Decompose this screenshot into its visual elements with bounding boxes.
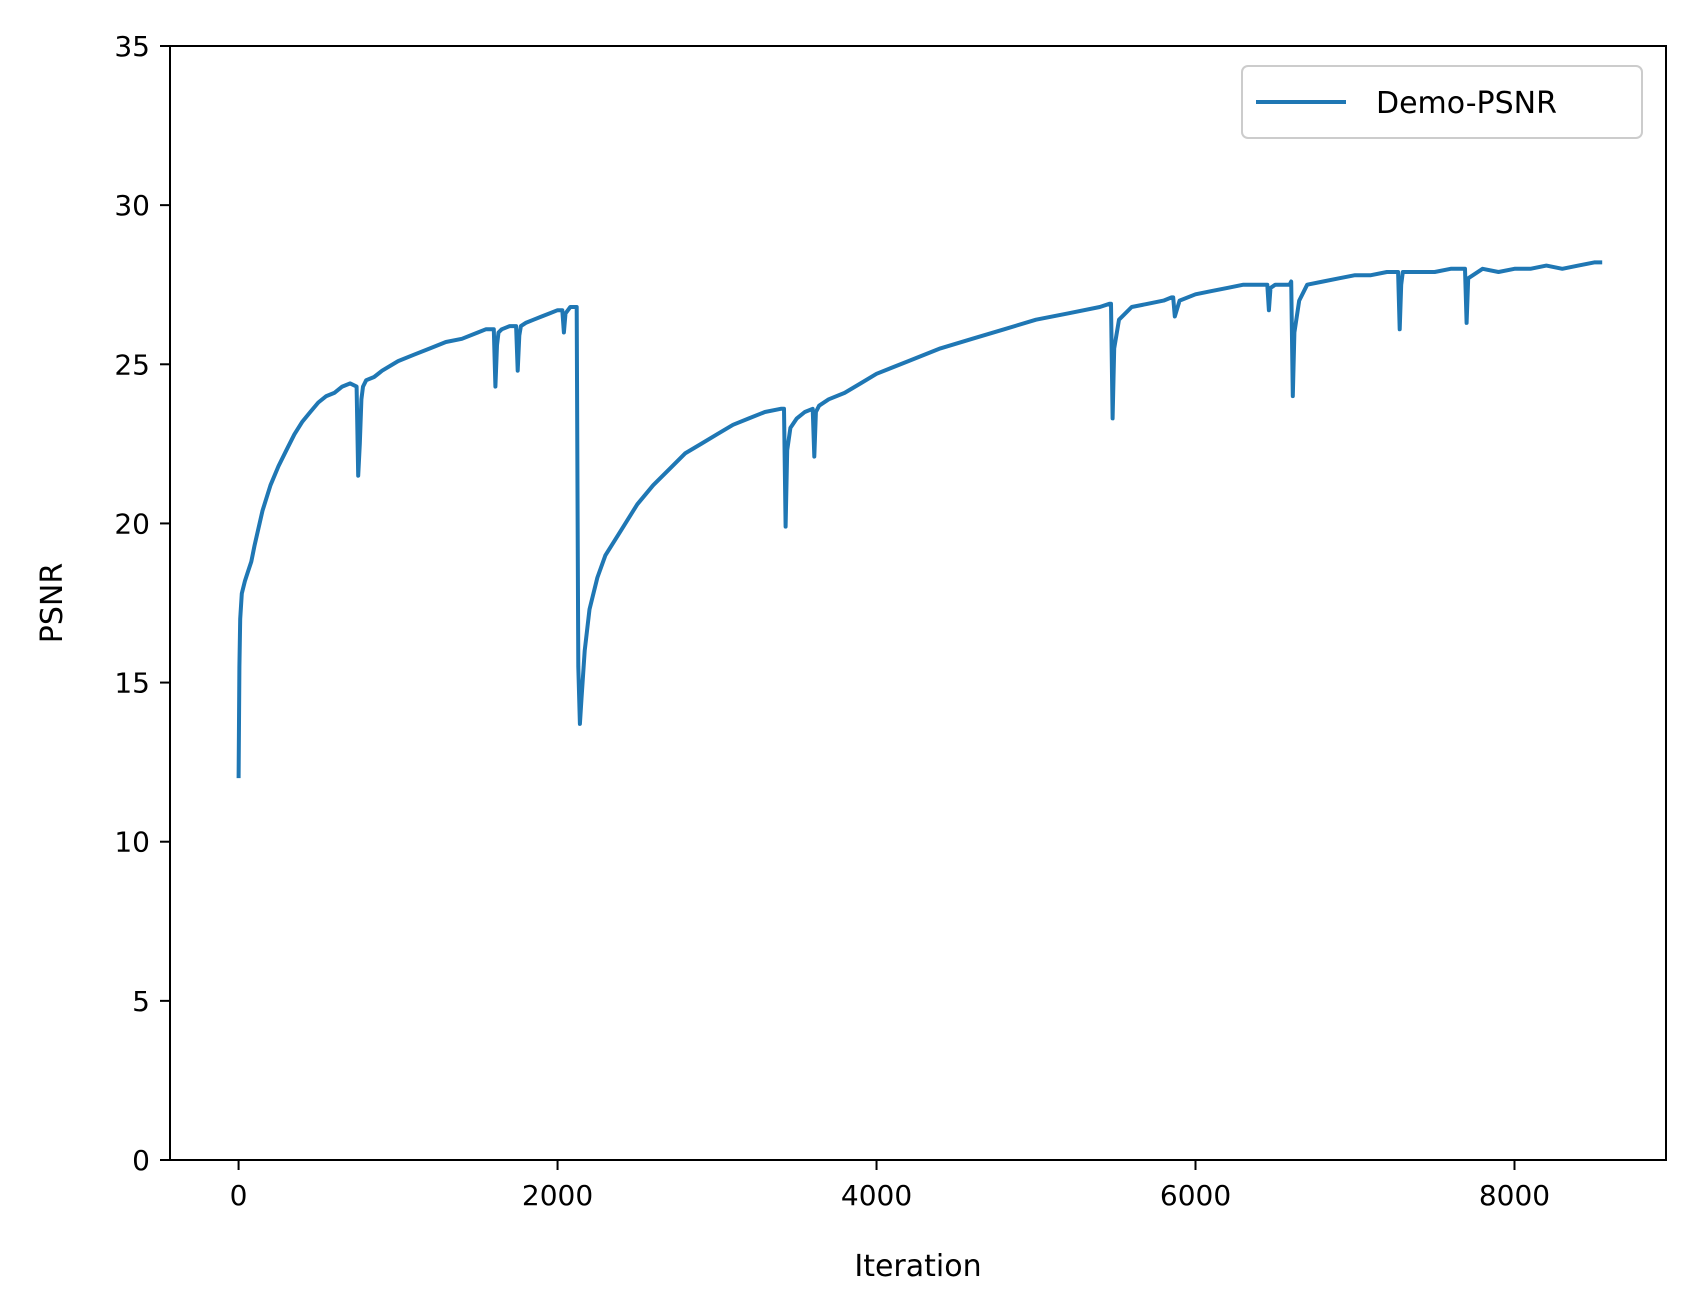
axis-ticks: 0 2000 4000 6000 8000 0 5 10 15 20 25 30 35 [114, 30, 1550, 1212]
x-tick-label: 0 [230, 1179, 248, 1212]
y-tick-label: 35 [114, 30, 150, 63]
y-tick-label: 25 [114, 348, 150, 381]
y-tick-label: 20 [114, 507, 150, 540]
legend-box [1241, 65, 1643, 139]
legend: Demo-PSNR [1241, 65, 1643, 139]
y-tick-label: 15 [114, 667, 150, 700]
x-tick-label: 8000 [1479, 1179, 1550, 1212]
x-axis-label: Iteration [854, 1249, 981, 1284]
y-axis-label: PSNR [35, 563, 70, 643]
x-tick-label: 2000 [522, 1179, 593, 1212]
x-tick-label: 6000 [1160, 1179, 1231, 1212]
plot-area [236, 260, 1603, 779]
y-tick-label: 0 [132, 1144, 150, 1177]
legend-label-demo-psnr: Demo-PSNR [1376, 86, 1557, 121]
y-tick-label: 5 [132, 985, 150, 1018]
axes-frame [169, 45, 1667, 1161]
y-tick-label: 10 [114, 826, 150, 859]
x-tick-label: 4000 [841, 1179, 912, 1212]
series-line-demo-psnr [236, 260, 1603, 779]
y-tick-label: 30 [114, 189, 150, 222]
